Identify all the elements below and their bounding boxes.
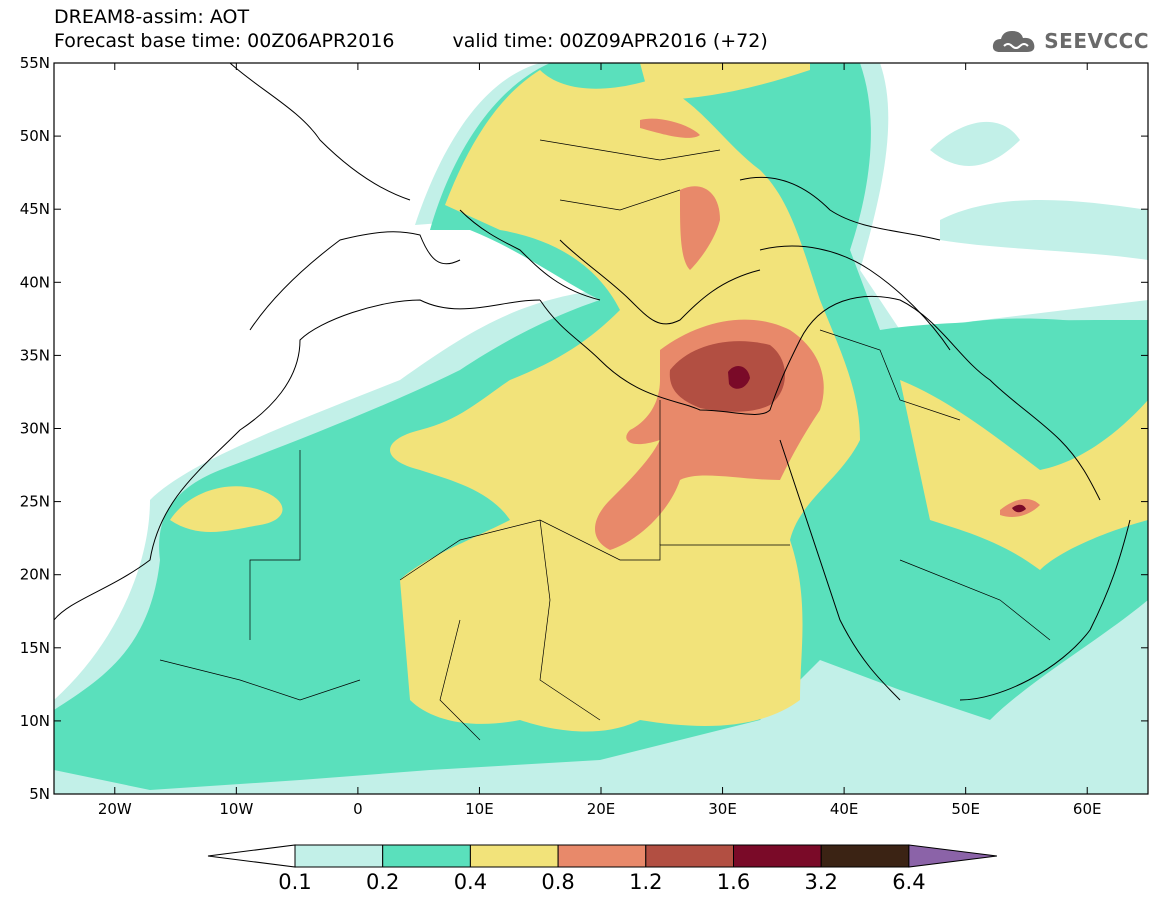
seevccc-logo: SEEVCCC: [990, 24, 1149, 58]
lat-tick-label: 50N: [20, 127, 50, 145]
colorbar-label: 6.4: [892, 870, 926, 894]
aot-layer-1.6: [728, 366, 1026, 513]
lon-tick-label: 10W: [219, 800, 253, 818]
colorbar-under-triangle: [207, 844, 296, 868]
colorbar-label: 3.2: [804, 870, 838, 894]
map-title: DREAM8-assim: AOT: [54, 6, 250, 28]
lat-tick-label: 40N: [20, 273, 50, 291]
lat-tick-label: 5N: [29, 785, 50, 803]
lat-tick-label: 20N: [20, 566, 50, 584]
lat-tick-label: 15N: [20, 639, 50, 657]
lat-tick-label: 35N: [20, 346, 50, 364]
lat-tick-label: 10N: [20, 712, 50, 730]
cloud-icon: [993, 31, 1035, 52]
axis-ticks: [54, 62, 1148, 795]
lat-tick-label: 30N: [20, 420, 50, 438]
colorbar-segment: [820, 844, 910, 868]
colorbar-label: 1.6: [716, 870, 751, 894]
lon-tick-label: 10E: [465, 800, 494, 818]
lon-tick-label: 40E: [830, 800, 859, 818]
colorbar-segment: [733, 844, 822, 868]
valid-time: valid time: 00Z09APR2016 (+72): [452, 30, 768, 52]
logo-text: SEEVCCC: [1044, 29, 1149, 53]
borders: [159, 139, 1051, 741]
lon-tick-label: 50E: [951, 800, 980, 818]
colorbar-segment: [557, 844, 647, 868]
colorbar-label: 0.8: [541, 870, 575, 894]
lat-tick-label: 25N: [20, 493, 50, 511]
colorbar-label: 0.4: [453, 870, 488, 894]
colorbar-label: 1.2: [629, 870, 663, 894]
colorbar: [207, 844, 997, 868]
coastlines: [54, 63, 1131, 701]
lat-tick-label: 55N: [20, 54, 50, 72]
lon-tick-label: 30E: [708, 800, 737, 818]
colorbar-segment: [382, 844, 471, 868]
lat-axis: 55N 50N 45N 40N 35N 30N 25N 20N 15N 10N 5N: [20, 54, 50, 803]
aot-layer-1.2: [669, 341, 785, 412]
colorbar-segment: [469, 844, 559, 868]
lon-tick-label: 20E: [587, 800, 616, 818]
aot-field: [54, 63, 1148, 794]
colorbar-label: 0.2: [365, 870, 400, 894]
lon-tick-label: 20W: [98, 800, 132, 818]
lon-tick-label: 0: [353, 800, 363, 818]
colorbar-over-triangle: [908, 844, 997, 868]
colorbar-segment: [645, 844, 734, 868]
aot-layer-0.4: [170, 63, 1148, 732]
colorbar-label: 0.1: [278, 870, 312, 894]
map-subtitle: Forecast base time: 00Z06APR2016 valid ti…: [54, 30, 768, 52]
forecast-base-time: Forecast base time: 00Z06APR2016: [54, 30, 395, 52]
lon-axis: 20W 10W 0 10E 20E 30E 40E 50E 60E: [98, 800, 1102, 818]
colorbar-segment: [294, 844, 384, 868]
lat-tick-label: 45N: [20, 200, 50, 218]
lon-tick-label: 60E: [1073, 800, 1102, 818]
